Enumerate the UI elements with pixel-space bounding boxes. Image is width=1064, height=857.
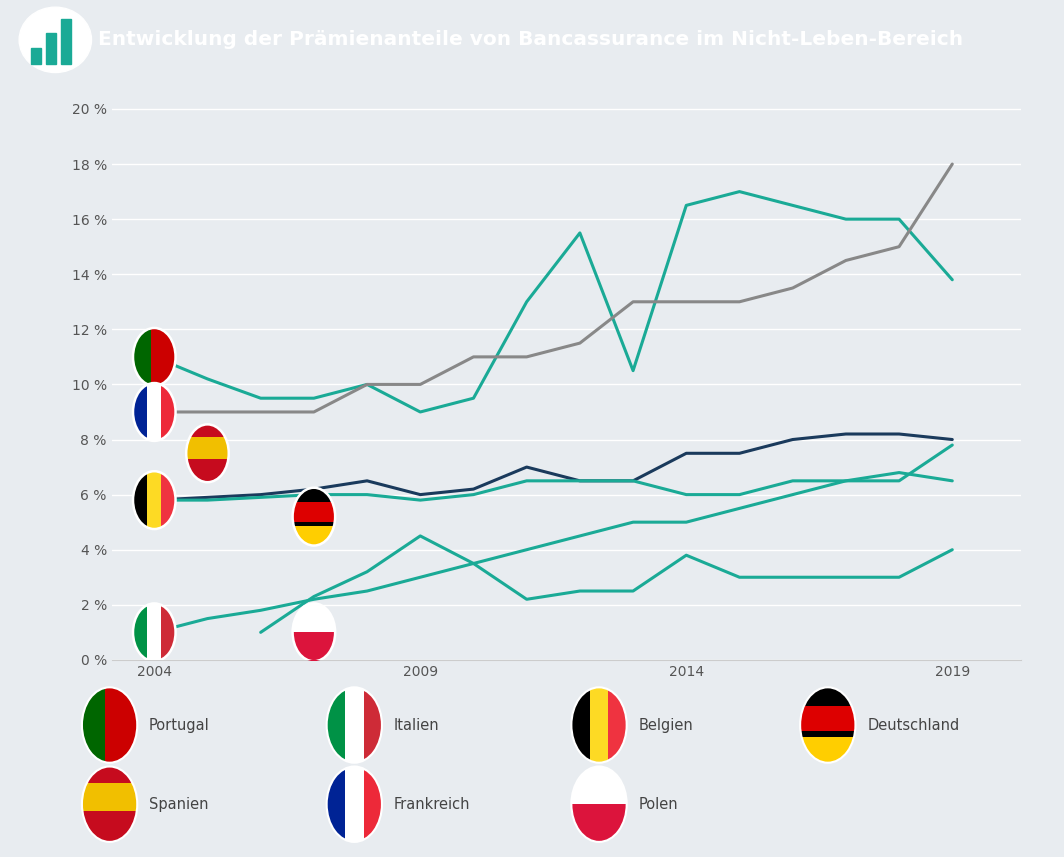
Ellipse shape bbox=[327, 687, 382, 763]
Bar bbox=[293, 502, 335, 522]
Bar bbox=[133, 471, 147, 529]
Bar bbox=[327, 687, 345, 763]
Ellipse shape bbox=[800, 687, 855, 763]
Ellipse shape bbox=[327, 687, 382, 763]
Bar bbox=[82, 782, 137, 812]
Ellipse shape bbox=[82, 687, 137, 763]
Text: Deutschland: Deutschland bbox=[867, 717, 960, 733]
Ellipse shape bbox=[133, 383, 176, 440]
Ellipse shape bbox=[133, 603, 176, 662]
Bar bbox=[162, 383, 176, 440]
Ellipse shape bbox=[293, 488, 335, 546]
Text: Entwicklung der Prämienanteile von Bancassurance im Nicht-Leben-Bereich: Entwicklung der Prämienanteile von Banca… bbox=[98, 30, 963, 50]
Bar bbox=[800, 737, 855, 763]
Bar bbox=[327, 766, 345, 842]
Bar bbox=[364, 766, 382, 842]
Bar bbox=[571, 804, 627, 842]
Ellipse shape bbox=[19, 7, 92, 73]
Ellipse shape bbox=[133, 471, 176, 529]
Bar bbox=[133, 383, 147, 440]
Ellipse shape bbox=[82, 687, 137, 763]
Text: Italien: Italien bbox=[394, 717, 439, 733]
Ellipse shape bbox=[133, 471, 176, 529]
Text: Frankreich: Frankreich bbox=[394, 797, 470, 812]
Ellipse shape bbox=[82, 766, 137, 842]
Ellipse shape bbox=[327, 766, 382, 842]
Ellipse shape bbox=[571, 766, 627, 842]
Bar bbox=[571, 687, 589, 763]
Ellipse shape bbox=[293, 488, 335, 546]
Bar bbox=[186, 437, 229, 458]
Text: Portugal: Portugal bbox=[149, 717, 210, 733]
Bar bbox=[293, 632, 335, 662]
Ellipse shape bbox=[82, 766, 137, 842]
Bar bbox=[800, 706, 855, 731]
Ellipse shape bbox=[133, 603, 176, 662]
Text: Polen: Polen bbox=[638, 797, 678, 812]
Bar bbox=[47, 33, 56, 63]
Ellipse shape bbox=[571, 687, 627, 763]
Bar bbox=[133, 603, 147, 662]
Ellipse shape bbox=[800, 687, 855, 763]
Bar bbox=[82, 687, 105, 763]
Bar bbox=[162, 603, 176, 662]
Bar bbox=[61, 19, 70, 63]
Bar bbox=[609, 687, 627, 763]
Ellipse shape bbox=[186, 424, 229, 482]
Ellipse shape bbox=[133, 383, 176, 440]
Ellipse shape bbox=[571, 766, 627, 842]
Ellipse shape bbox=[133, 328, 176, 386]
Ellipse shape bbox=[293, 603, 335, 662]
Bar bbox=[133, 328, 151, 386]
Bar bbox=[364, 687, 382, 763]
Ellipse shape bbox=[133, 328, 176, 386]
Ellipse shape bbox=[186, 424, 229, 482]
Bar bbox=[293, 526, 335, 546]
Bar bbox=[162, 471, 176, 529]
Text: Spanien: Spanien bbox=[149, 797, 209, 812]
Ellipse shape bbox=[571, 687, 627, 763]
Ellipse shape bbox=[327, 766, 382, 842]
Ellipse shape bbox=[293, 603, 335, 662]
Text: Belgien: Belgien bbox=[638, 717, 693, 733]
Bar bbox=[32, 48, 40, 63]
